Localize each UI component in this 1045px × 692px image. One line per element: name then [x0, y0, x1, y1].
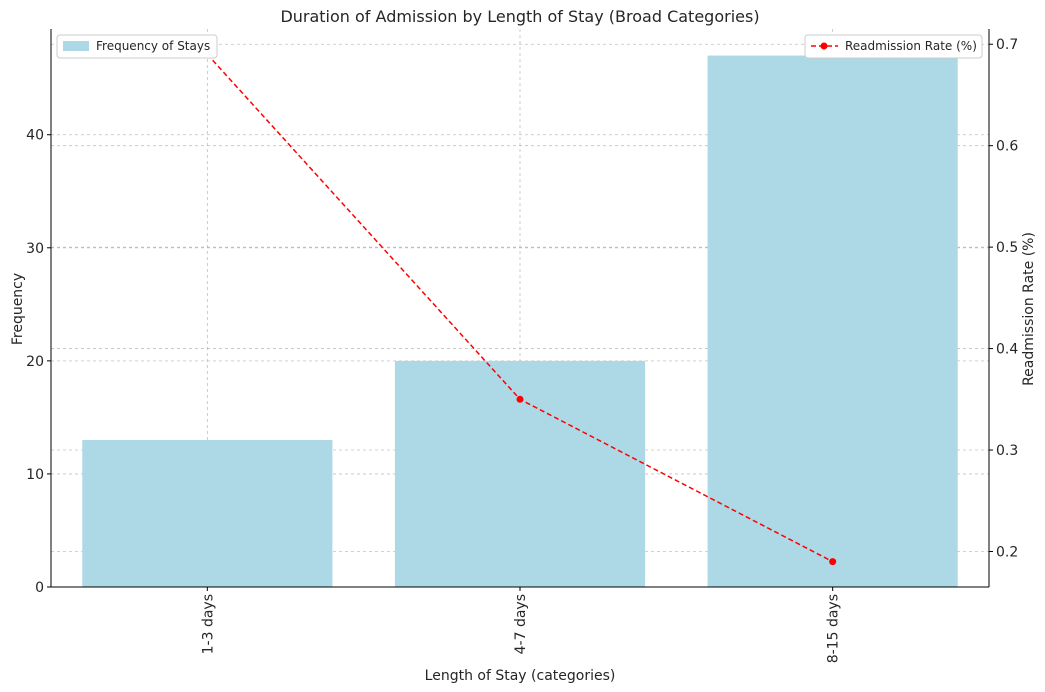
bar-1-3-days [82, 440, 333, 587]
y-left-tick-label: 30 [26, 241, 44, 257]
legend-line-frame [804, 34, 983, 59]
x-tick-label: 8-15 days [826, 594, 842, 663]
x-axis-label: Length of Stay (categories) [425, 668, 616, 684]
axes: 0 10 20 30 40 0.2 0.3 0.4 0.5 0.6 0.7 1-3 days 4-7 d… [26, 29, 1018, 663]
legend-bars-label: Frequency of Stays [96, 39, 210, 53]
line-point-8-15-days [829, 558, 837, 566]
x-tick-label: 4-7 days [513, 594, 529, 654]
y-right-tick-label: 0.6 [996, 139, 1018, 155]
y-axis-right-label: Readmission Rate (%) [1021, 232, 1037, 386]
y-right-tick-label: 0.2 [996, 544, 1018, 560]
legend-bars-swatch [63, 41, 89, 51]
chart-title: Duration of Admission by Length of Stay … [280, 7, 759, 26]
bar-8-15-days [707, 55, 958, 588]
bar-4-7-days [394, 360, 646, 587]
legend-line: Readmission Rate (%) [804, 34, 983, 59]
y-right-tick-label: 0.4 [996, 342, 1018, 358]
x-tick-label: 1-3 days [200, 594, 216, 654]
y-right-tick-label: 0.3 [996, 443, 1018, 459]
y-right-tick-label: 0.7 [996, 37, 1018, 53]
legend-bars: Frequency of Stays [56, 34, 218, 59]
y-right-tick-label: 0.5 [996, 240, 1018, 256]
y-left-tick-label: 20 [26, 354, 44, 370]
y-left-tick-label: 10 [26, 467, 44, 483]
line-point-4-7-days [516, 395, 524, 403]
legend-bars-frame [56, 34, 218, 59]
y-left-tick-label: 40 [26, 128, 44, 144]
legend-line-label: Readmission Rate (%) [845, 39, 977, 53]
y-axis-left-label: Frequency [10, 273, 26, 345]
y-left-tick-label: 0 [35, 580, 44, 596]
legend-line-marker [820, 42, 828, 50]
bar-series [82, 55, 958, 588]
